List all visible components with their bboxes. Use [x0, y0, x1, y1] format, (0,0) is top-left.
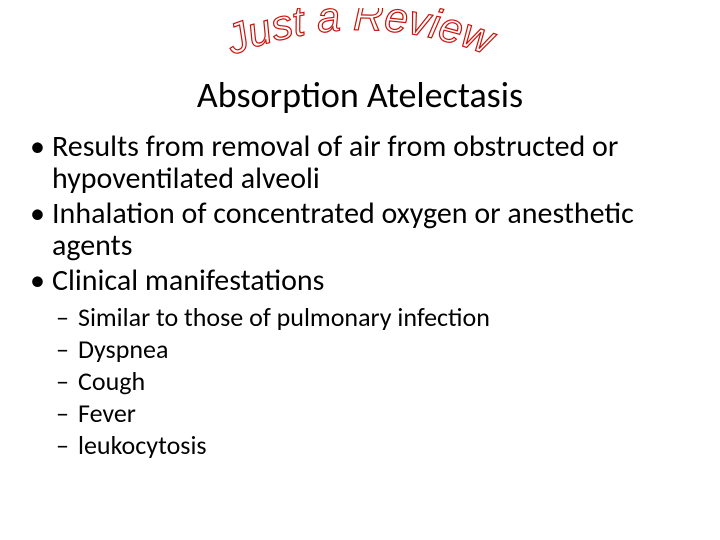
bullet-item: Clinical manifestations	[28, 265, 700, 297]
sub-bullet-item: Cough	[56, 367, 720, 397]
wordart-header: Just a Review	[0, 0, 720, 71]
sub-bullet-item: Similar to those of pulmonary infection	[56, 303, 720, 333]
sub-bullet-item: Dyspnea	[56, 335, 720, 365]
sub-bullet-item: leukocytosis	[56, 431, 720, 461]
bullet-item: Results from removal of air from obstruc…	[28, 131, 700, 196]
wordart-svg: Just a Review	[210, 8, 510, 66]
bullet-item: Inhalation of concentrated oxygen or ane…	[28, 198, 700, 263]
sub-bullet-list: Similar to those of pulmonary infection …	[0, 303, 720, 460]
sub-bullet-item: Fever	[56, 399, 720, 429]
bullet-list: Results from removal of air from obstruc…	[0, 131, 720, 297]
slide-title: Absorption Atelectasis	[0, 73, 720, 117]
wordart-text: Just a Review	[219, 8, 503, 64]
